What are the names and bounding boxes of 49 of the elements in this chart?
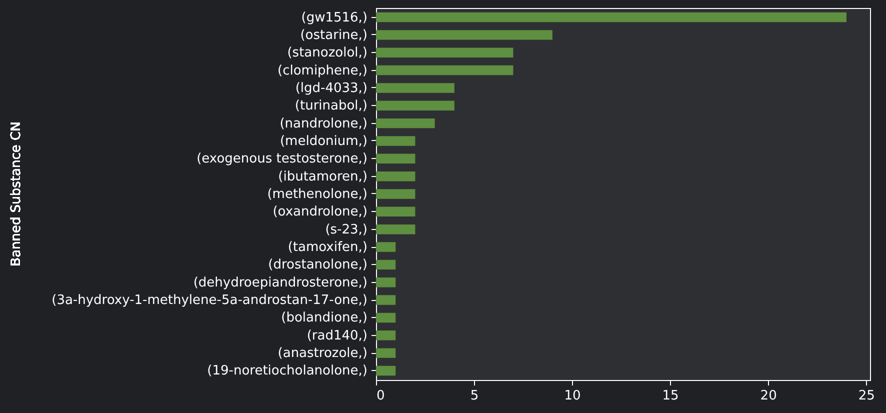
bar [376,260,396,270]
bar [376,295,396,305]
bar [376,171,416,182]
y-tick-label: (nandrolone,) [280,116,368,132]
bar [376,206,416,217]
bar [376,242,396,252]
y-tick-label: (dehydroepiandrosterone,) [193,275,368,290]
x-tick-label: 0 [376,388,385,404]
y-tick-label: (s-23,) [325,222,368,238]
bar [376,65,514,76]
bar [376,312,396,323]
bar [376,154,416,164]
y-tick-label: (rad140,) [306,328,368,344]
y-axis-title: Banned Substance CN [9,122,24,266]
bar [376,189,416,199]
y-tick-label: (anastrozole,) [278,346,368,362]
bar [376,366,396,376]
y-tick-label: (turinabol,) [294,98,368,114]
bar [376,83,454,93]
y-tick-label: (clomiphene,) [278,63,368,78]
y-tick-label: (methenolone,) [267,187,368,202]
y-tick-label: (oxandrolone,) [272,204,368,220]
y-tick-label: (stanozolol,) [287,46,368,61]
x-tick-label: 15 [662,388,679,404]
bar [376,118,435,128]
x-tick-label: 10 [564,388,581,404]
y-tick-label: (exogenous testosterone,) [196,152,368,167]
y-tick-label: (lgd-4033,) [295,80,368,96]
bar [376,12,846,22]
x-tick-label: 25 [858,388,875,404]
x-tick-label: 20 [760,388,777,404]
bar [376,136,416,146]
y-tick-label: (gw1516,) [301,10,368,26]
y-tick-label: (drostanolone,) [268,258,368,273]
y-tick-label: (ibutamoren,) [278,169,368,184]
y-tick-label: (tamoxifen,) [288,240,368,256]
bar [376,278,396,288]
bar [376,224,416,234]
bar [376,330,396,340]
bar [376,100,454,110]
y-tick-label: (bolandione,) [281,310,368,326]
y-tick-label: (ostarine,) [300,28,368,43]
bar [376,348,396,358]
bar [376,48,514,58]
y-tick-label: (meldonium,) [280,134,368,149]
y-tick-label: (19-noretiocholanolone,) [207,364,368,379]
bar [376,30,552,40]
x-tick-label: 5 [470,388,479,404]
y-tick-label: (3a-hydroxy-1-methylene-5a-androstan-17-one,) [52,293,368,308]
